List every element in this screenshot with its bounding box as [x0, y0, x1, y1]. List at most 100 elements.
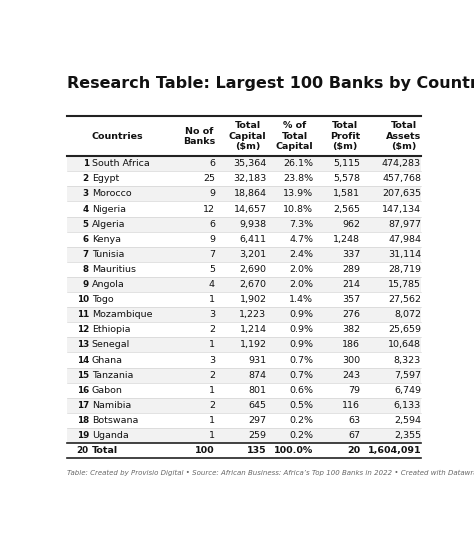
Text: Togo: Togo: [92, 295, 113, 304]
Text: 2,355: 2,355: [394, 431, 421, 440]
Text: 13.9%: 13.9%: [283, 189, 313, 199]
Text: 1,214: 1,214: [239, 325, 266, 335]
Text: 67: 67: [348, 431, 360, 440]
Text: Egypt: Egypt: [92, 174, 119, 183]
Text: Total
Profit
($m): Total Profit ($m): [330, 121, 360, 151]
Text: 0.2%: 0.2%: [290, 431, 313, 440]
Text: 100: 100: [195, 446, 215, 455]
Text: 28,719: 28,719: [388, 265, 421, 274]
Text: 8,072: 8,072: [394, 310, 421, 319]
Text: Total
Capital
($m): Total Capital ($m): [229, 121, 266, 151]
Text: 4: 4: [209, 280, 215, 289]
Text: Ethiopia: Ethiopia: [92, 325, 130, 335]
Text: 147,134: 147,134: [382, 205, 421, 214]
Text: Total: Total: [92, 446, 118, 455]
Text: 8: 8: [83, 265, 89, 274]
Text: 962: 962: [342, 220, 360, 228]
Text: 15,785: 15,785: [388, 280, 421, 289]
Text: Mauritius: Mauritius: [92, 265, 136, 274]
Text: 297: 297: [248, 416, 266, 425]
Text: 15: 15: [77, 370, 89, 380]
Text: 20: 20: [347, 446, 360, 455]
Text: 12: 12: [77, 325, 89, 335]
Text: 457,768: 457,768: [382, 174, 421, 183]
Text: Research Table: Largest 100 Banks by Country (2022): Research Table: Largest 100 Banks by Cou…: [67, 76, 474, 91]
Text: 3: 3: [209, 356, 215, 364]
Text: 6,411: 6,411: [239, 234, 266, 244]
Text: 0.2%: 0.2%: [290, 416, 313, 425]
Bar: [67, 247, 421, 262]
Text: 35,364: 35,364: [233, 159, 266, 168]
Text: 87,977: 87,977: [388, 220, 421, 228]
Text: Mozambique: Mozambique: [92, 310, 152, 319]
Text: 31,114: 31,114: [388, 250, 421, 259]
Text: 10.8%: 10.8%: [283, 205, 313, 214]
Text: 2,565: 2,565: [333, 205, 360, 214]
Text: 32,183: 32,183: [233, 174, 266, 183]
Text: 7,597: 7,597: [394, 370, 421, 380]
Text: 9,938: 9,938: [239, 220, 266, 228]
Text: 2: 2: [209, 370, 215, 380]
Text: 1,902: 1,902: [239, 295, 266, 304]
Text: 27,562: 27,562: [388, 295, 421, 304]
Text: 207,635: 207,635: [382, 189, 421, 199]
Text: 17: 17: [77, 401, 89, 410]
Text: 18,864: 18,864: [234, 189, 266, 199]
Text: 1,192: 1,192: [239, 341, 266, 349]
Text: 1: 1: [209, 341, 215, 349]
Text: 0.7%: 0.7%: [290, 370, 313, 380]
Text: 79: 79: [348, 386, 360, 395]
Text: 276: 276: [342, 310, 360, 319]
Text: 382: 382: [342, 325, 360, 335]
Text: 474,283: 474,283: [382, 159, 421, 168]
Text: 0.9%: 0.9%: [290, 310, 313, 319]
Text: 9: 9: [209, 189, 215, 199]
Text: 19: 19: [77, 431, 89, 440]
Text: 259: 259: [248, 431, 266, 440]
Text: Tanzania: Tanzania: [92, 370, 133, 380]
Text: 5,578: 5,578: [333, 174, 360, 183]
Text: 8,323: 8,323: [394, 356, 421, 364]
Text: Ghana: Ghana: [92, 356, 123, 364]
Bar: [67, 398, 421, 413]
Text: 18: 18: [77, 416, 89, 425]
Bar: [67, 307, 421, 322]
Text: 1,604,091: 1,604,091: [367, 446, 421, 455]
Text: 7: 7: [82, 250, 89, 259]
Text: 4: 4: [82, 205, 89, 214]
Text: 931: 931: [248, 356, 266, 364]
Text: 3,201: 3,201: [239, 250, 266, 259]
Text: Uganda: Uganda: [92, 431, 128, 440]
Text: 6: 6: [82, 234, 89, 244]
Text: 337: 337: [342, 250, 360, 259]
Text: 25,659: 25,659: [388, 325, 421, 335]
Bar: [67, 337, 421, 353]
Text: Angola: Angola: [92, 280, 125, 289]
Text: 5,115: 5,115: [333, 159, 360, 168]
Text: 10: 10: [77, 295, 89, 304]
Text: 4.7%: 4.7%: [290, 234, 313, 244]
Text: Gabon: Gabon: [92, 386, 123, 395]
Text: 645: 645: [248, 401, 266, 410]
Text: 2: 2: [209, 325, 215, 335]
Bar: [67, 428, 421, 443]
Text: 6,749: 6,749: [394, 386, 421, 395]
Text: 26.1%: 26.1%: [283, 159, 313, 168]
Text: 20: 20: [77, 446, 89, 455]
Text: 0.9%: 0.9%: [290, 341, 313, 349]
Text: 1.4%: 1.4%: [290, 295, 313, 304]
Text: 2.0%: 2.0%: [290, 280, 313, 289]
Text: 2: 2: [209, 401, 215, 410]
Text: 289: 289: [342, 265, 360, 274]
Text: 300: 300: [342, 356, 360, 364]
Text: No of
Banks: No of Banks: [182, 127, 215, 146]
Text: Namibia: Namibia: [92, 401, 131, 410]
Text: 25: 25: [203, 174, 215, 183]
Text: 23.8%: 23.8%: [283, 174, 313, 183]
Bar: [67, 277, 421, 292]
Text: 0.5%: 0.5%: [290, 401, 313, 410]
Text: 214: 214: [342, 280, 360, 289]
Text: Senegal: Senegal: [92, 341, 130, 349]
Bar: [67, 368, 421, 382]
Bar: [67, 187, 421, 201]
